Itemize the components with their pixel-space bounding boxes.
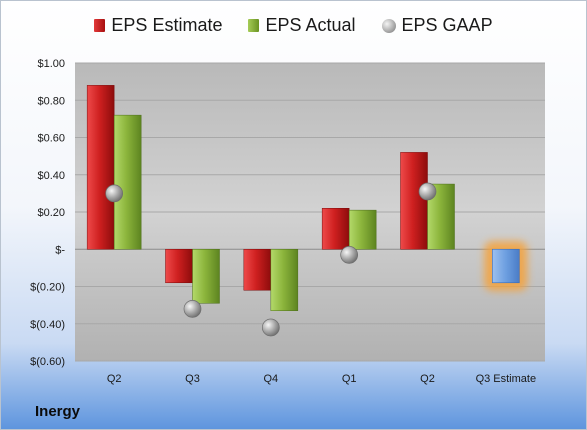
y-tick-label: $0.60 [37,133,65,145]
bar-estimate [321,208,350,250]
gaap-marker [183,300,202,318]
bar-estimate [243,249,272,291]
x-tick-label: Q2 [420,373,435,385]
legend-item-gaap: EPS GAAP [381,15,493,36]
y-tick-label: $0.20 [37,207,65,219]
x-tick-label: Q3 [185,373,200,385]
y-tick-label: $1.00 [37,58,65,70]
gridlines [75,62,545,362]
bar-estimate [86,85,115,250]
legend-label-gaap: EPS GAAP [401,15,493,35]
x-tick-label: Q4 [263,373,278,385]
legend-label-actual: EPS Actual [265,15,356,35]
legend-label-estimate: EPS Estimate [111,15,223,35]
bar-estimate [165,249,193,284]
y-tick-label: $(0.20) [30,282,65,294]
legend-swatch-estimate [94,19,106,32]
legend-item-estimate: EPS Estimate [94,15,222,36]
bars [86,85,528,311]
y-tick-label: $0.40 [37,170,65,182]
gaap-marker [105,184,124,203]
legend-swatch-actual [248,19,260,32]
company-name: Inergy [35,403,81,420]
y-axis-ticks: $1.00 $0.80 $0.60 $0.40 $0.20 $- $(0.20) $(0.40… [30,58,65,368]
bar-estimate-highlight [492,248,520,284]
legend-item-actual: EPS Actual [248,15,356,36]
bar-actual [348,209,377,250]
gaap-marker [261,318,280,337]
bar-actual [113,114,142,250]
bar-actual [270,249,299,311]
y-tick-label: $(0.40) [30,319,65,331]
x-tick-label: Q1 [342,373,357,385]
x-axis-ticks: Q2 Q3 Q4 Q1 Q2 Q3 Estimate [107,373,536,385]
gaap-marker [340,245,359,264]
legend: EPS Estimate EPS Actual EPS GAAP [1,15,586,36]
bar-actual [192,249,220,304]
gaap-markers [105,182,437,337]
y-tick-label: $0.80 [37,95,65,107]
legend-swatch-gaap [381,18,396,33]
gaap-marker [418,182,437,201]
y-tick-label: $(0.60) [30,356,65,368]
x-tick-label: Q3 Estimate [476,373,537,385]
y-tick-label: $- [55,244,65,256]
x-tick-label: Q2 [107,373,122,385]
bar-estimate [400,152,428,250]
